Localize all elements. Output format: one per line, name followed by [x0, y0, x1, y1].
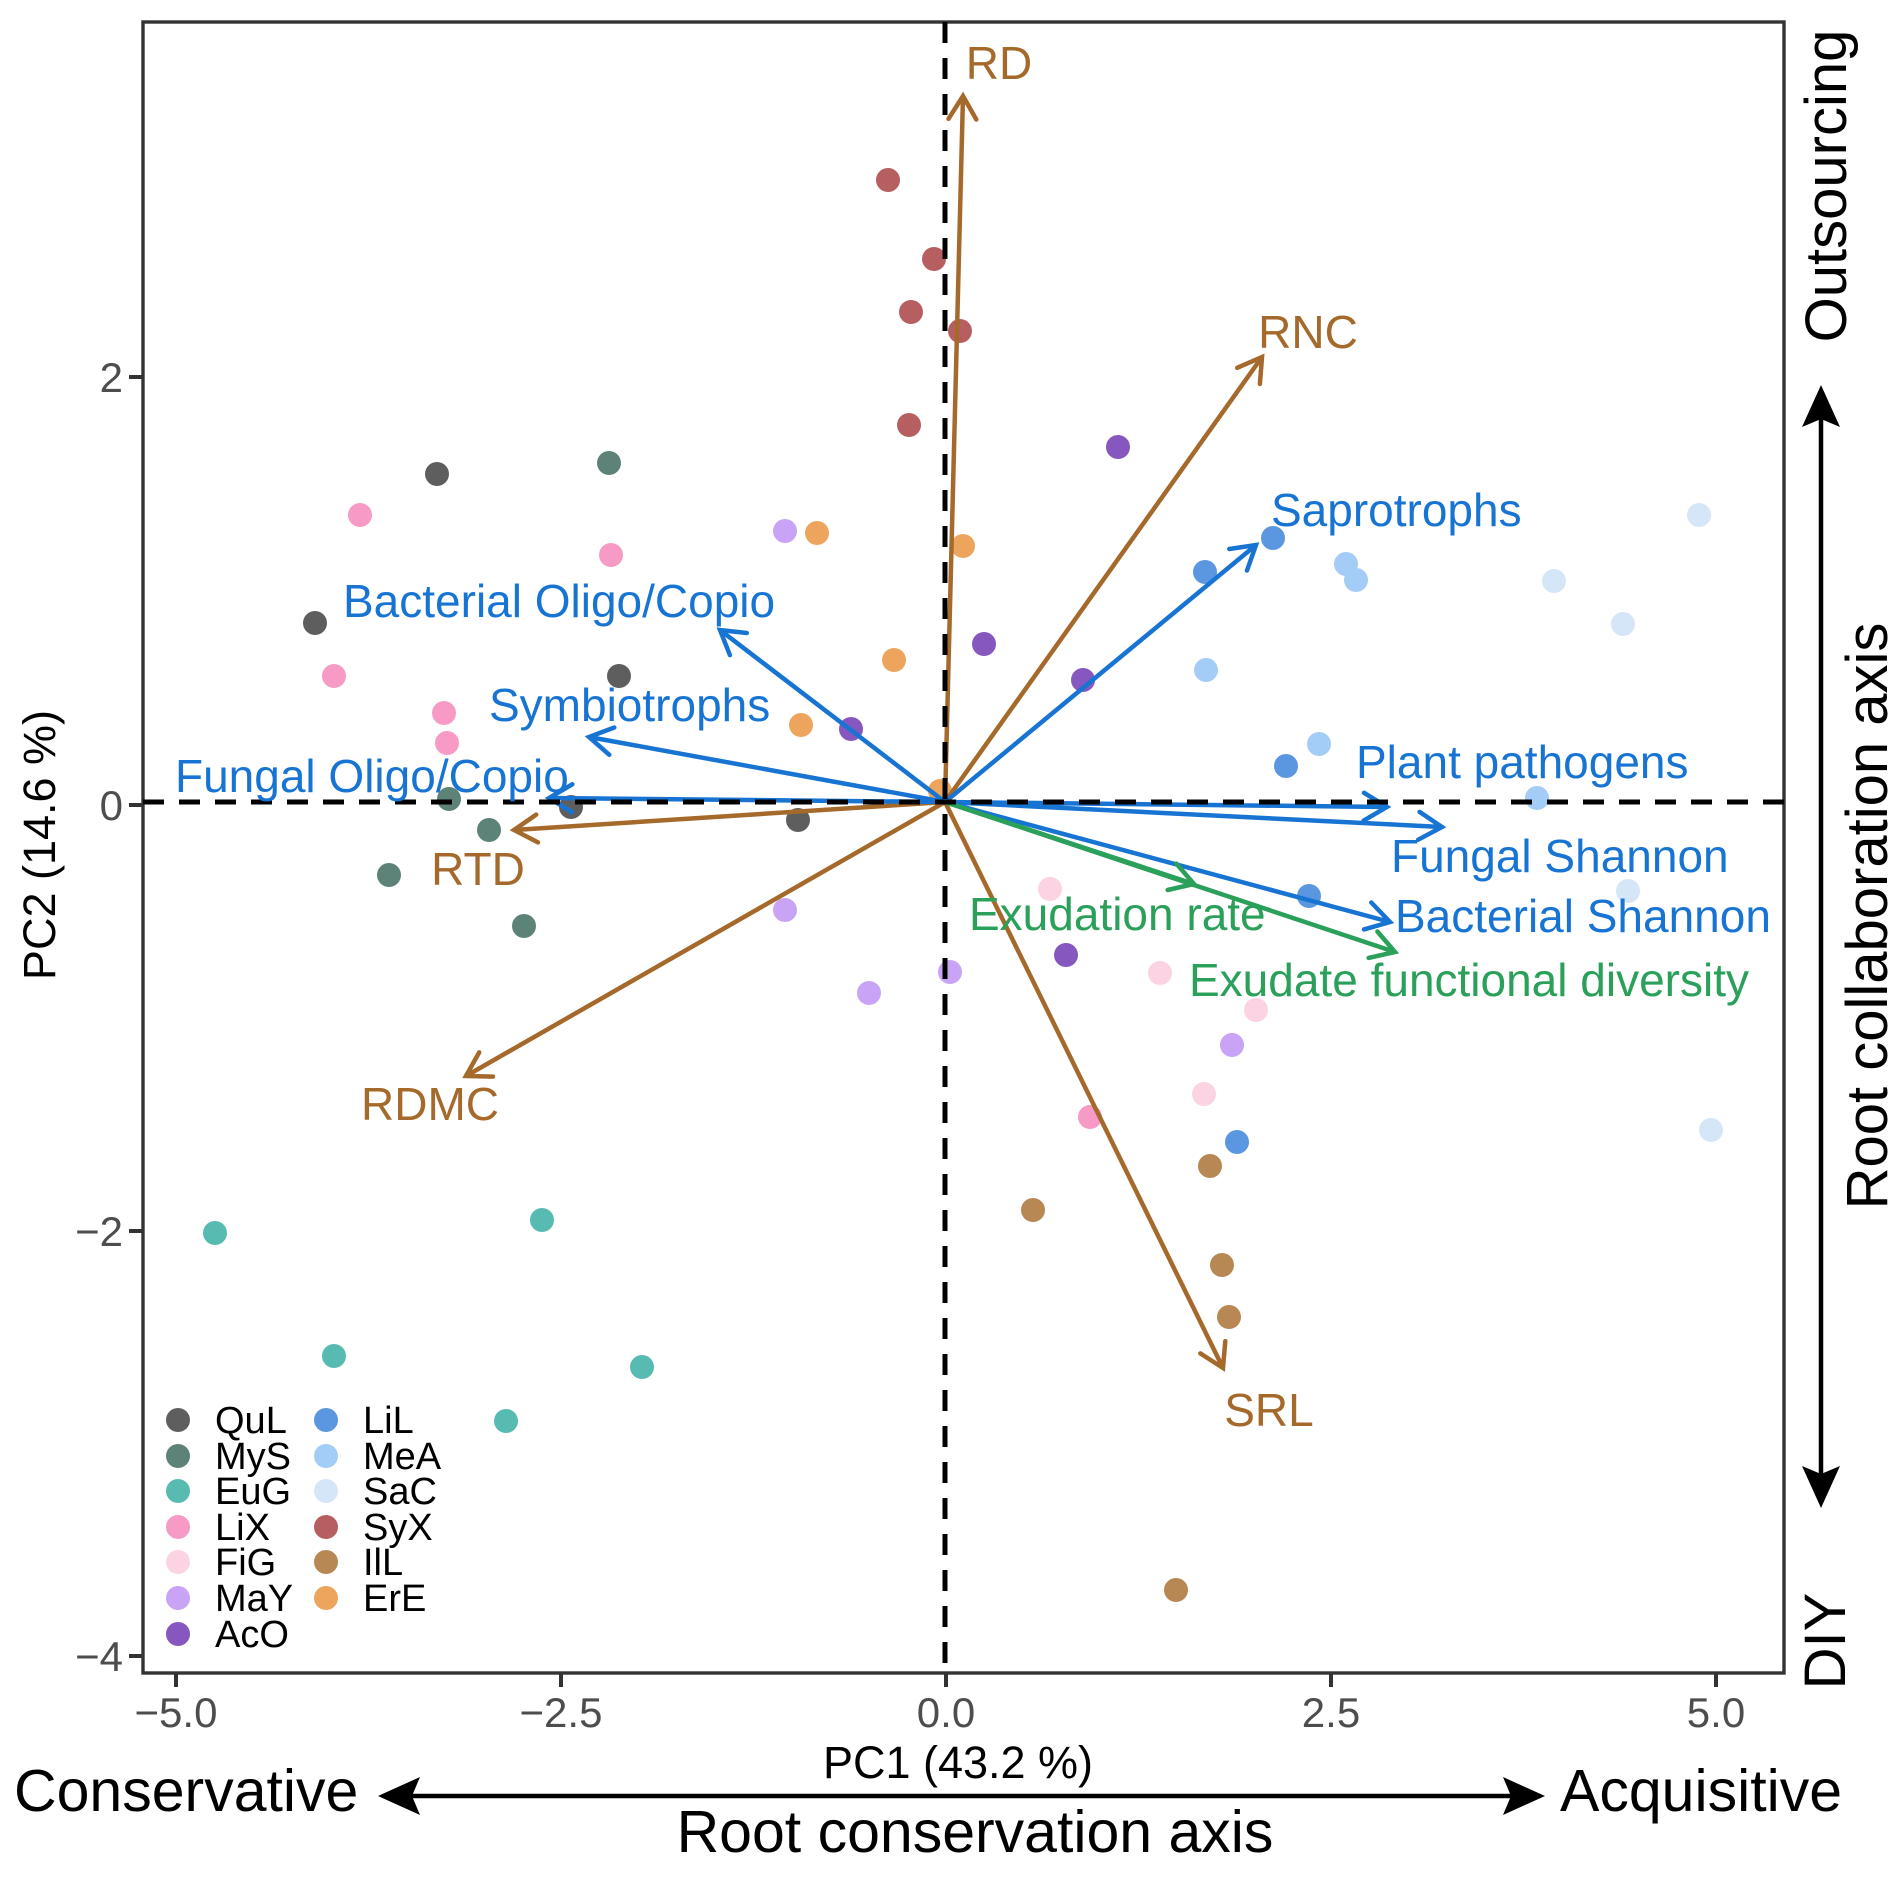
svg-text:Exudation rate: Exudation rate [969, 888, 1266, 940]
svg-text:QuL: QuL [215, 1400, 287, 1442]
svg-text:ErE: ErE [363, 1578, 426, 1620]
svg-text:MaY: MaY [215, 1578, 293, 1620]
svg-text:SyX: SyX [363, 1507, 433, 1549]
svg-text:Bacterial Oligo/Copio: Bacterial Oligo/Copio [343, 575, 775, 627]
svg-text:AcO: AcO [215, 1614, 289, 1656]
svg-text:−2: −2 [75, 1208, 123, 1255]
svg-text:0.0: 0.0 [917, 1689, 975, 1736]
svg-text:FiG: FiG [215, 1542, 276, 1584]
svg-text:SaC: SaC [363, 1471, 437, 1513]
svg-text:−2.5: −2.5 [520, 1689, 603, 1736]
svg-text:Symbiotrophs: Symbiotrophs [489, 679, 770, 731]
svg-text:−4: −4 [75, 1633, 123, 1680]
svg-text:5.0: 5.0 [1687, 1689, 1745, 1736]
svg-text:Fungal Shannon: Fungal Shannon [1391, 830, 1729, 882]
svg-text:RDMC: RDMC [361, 1078, 499, 1130]
svg-text:Root conservation axis: Root conservation axis [677, 1799, 1274, 1865]
svg-text:Outsourcing: Outsourcing [1794, 30, 1859, 343]
svg-text:2.5: 2.5 [1302, 1689, 1360, 1736]
svg-text:PC2 (14.6 %): PC2 (14.6 %) [14, 710, 65, 980]
svg-text:IlL: IlL [363, 1542, 403, 1584]
svg-text:0: 0 [100, 782, 123, 829]
svg-text:EuG: EuG [215, 1471, 291, 1513]
svg-text:PC1 (43.2 %): PC1 (43.2 %) [823, 1737, 1093, 1788]
svg-text:Fungal Oligo/Copio: Fungal Oligo/Copio [175, 750, 569, 802]
svg-text:Plant pathogens: Plant pathogens [1356, 736, 1689, 788]
svg-text:RTD: RTD [431, 843, 525, 895]
svg-text:SRL: SRL [1224, 1384, 1313, 1436]
svg-text:Root collaboration axis: Root collaboration axis [1835, 623, 1900, 1210]
svg-text:MyS: MyS [215, 1436, 291, 1478]
svg-text:LiL: LiL [363, 1400, 414, 1442]
svg-text:RNC: RNC [1258, 306, 1358, 358]
svg-text:MeA: MeA [363, 1436, 442, 1478]
svg-text:RD: RD [966, 37, 1032, 89]
svg-text:Acquisitive: Acquisitive [1560, 1758, 1842, 1824]
svg-text:Exudate functional diversity: Exudate functional diversity [1189, 954, 1749, 1006]
svg-text:2: 2 [100, 354, 123, 401]
svg-text:LiX: LiX [215, 1507, 270, 1549]
svg-text:Bacterial Shannon: Bacterial Shannon [1395, 890, 1771, 942]
svg-text:DIY: DIY [1793, 1593, 1858, 1690]
svg-text:−5.0: −5.0 [135, 1689, 218, 1736]
svg-text:Conservative: Conservative [14, 1758, 358, 1824]
svg-text:Saprotrophs: Saprotrophs [1271, 484, 1522, 536]
